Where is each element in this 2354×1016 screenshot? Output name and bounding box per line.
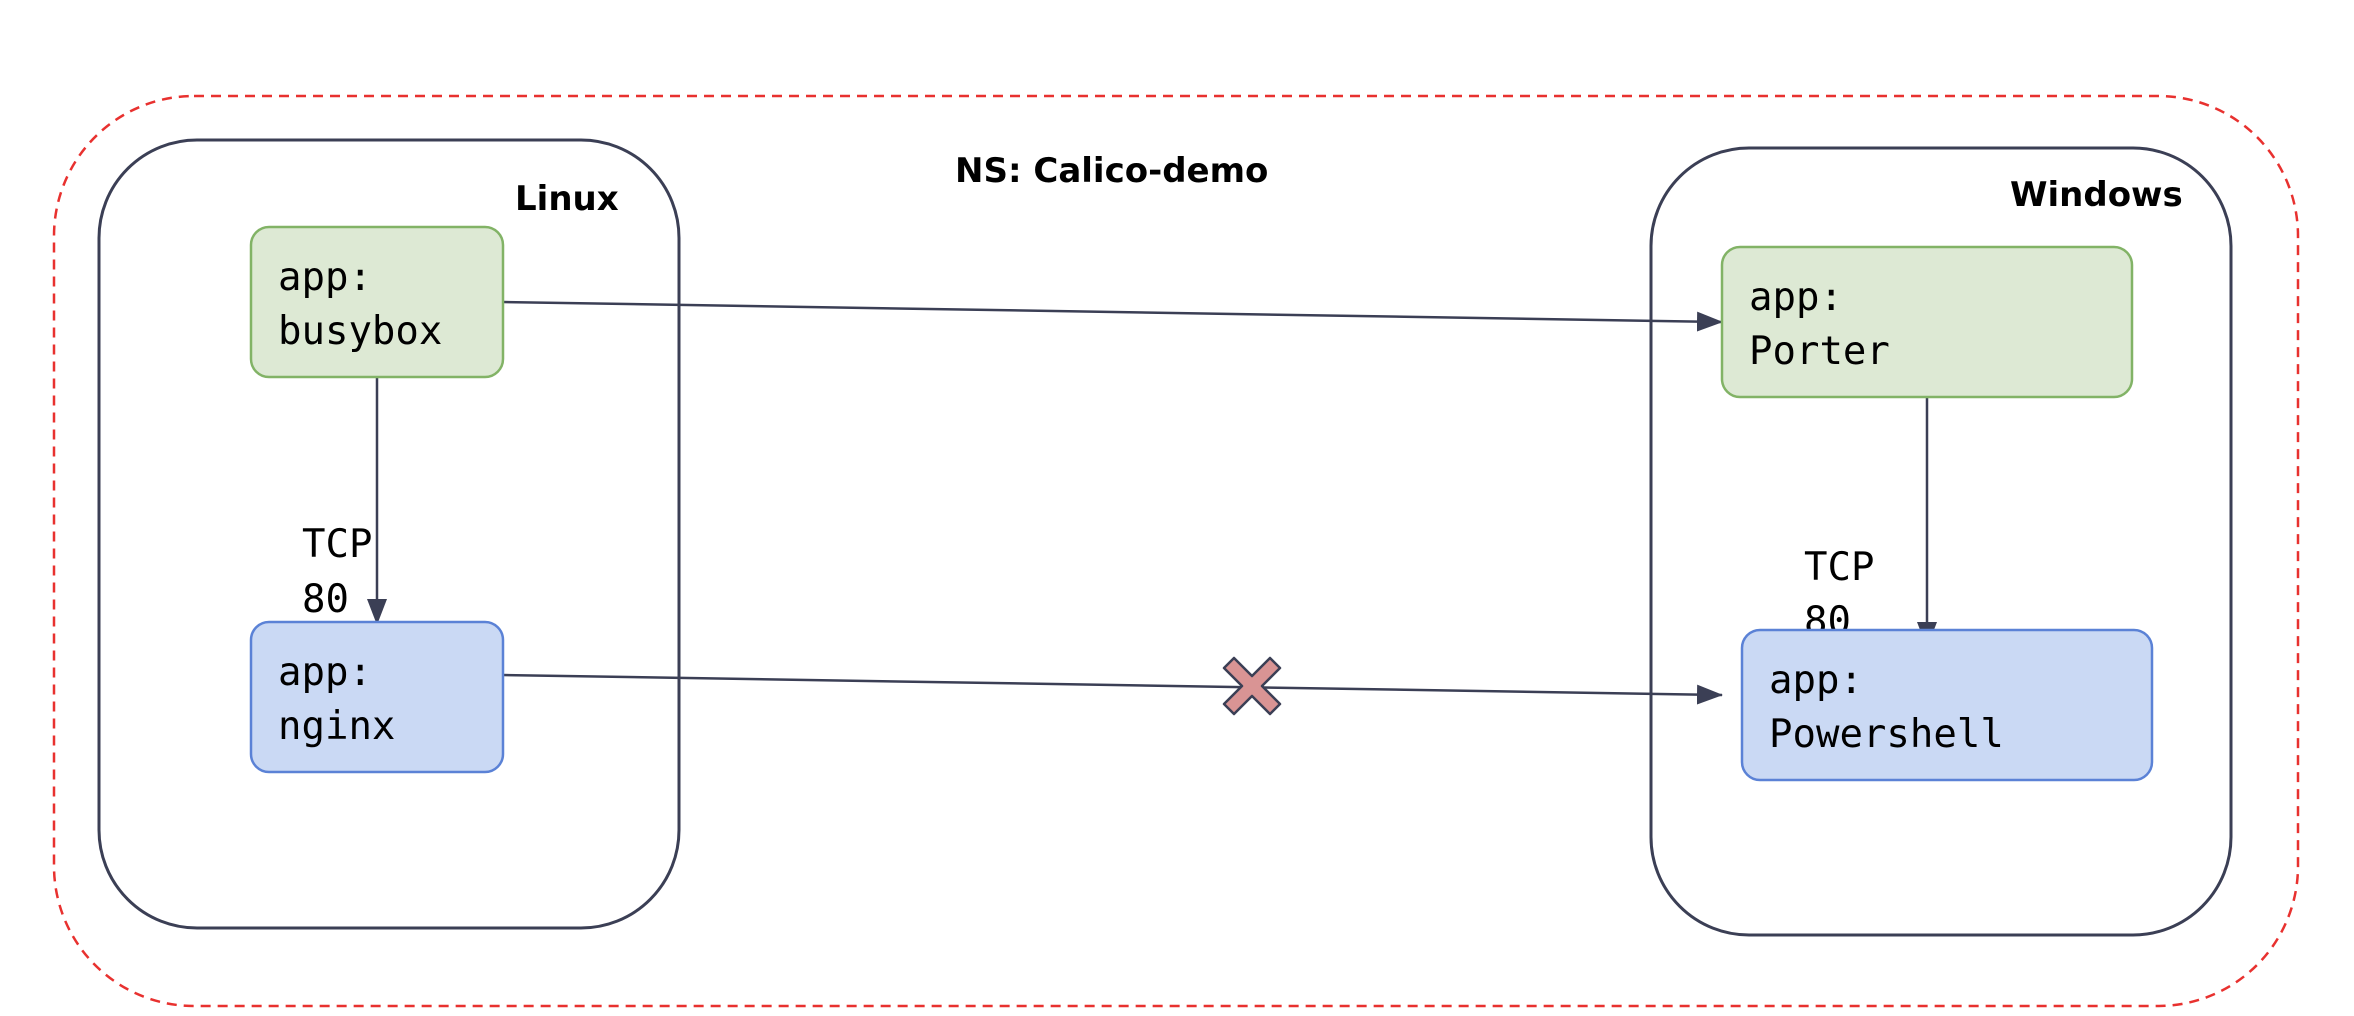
edge-busybox-to-porter bbox=[502, 300, 1723, 332]
node-powershell-key: app: bbox=[1769, 658, 1863, 703]
node-porter bbox=[1720, 245, 2134, 399]
node-powershell bbox=[1740, 628, 2154, 782]
namespace-label: NS: Calico-demo bbox=[955, 151, 1268, 191]
cluster-windows-label: Windows bbox=[2010, 175, 2183, 215]
node-busybox-key: app: bbox=[278, 255, 372, 300]
node-porter-key: app: bbox=[1749, 275, 1843, 320]
x-mark-icon bbox=[1222, 656, 1282, 716]
node-nginx-key: app: bbox=[278, 650, 372, 695]
node-busybox bbox=[249, 225, 505, 379]
cluster-linux-label: Linux bbox=[515, 179, 619, 219]
node-nginx bbox=[249, 620, 505, 774]
node-nginx-value: nginx bbox=[278, 704, 395, 749]
cluster-windows bbox=[1649, 146, 2233, 937]
edge-label-busybox-to-nginx: TCP bbox=[302, 522, 372, 567]
node-powershell-value: Powershell bbox=[1769, 712, 2004, 757]
edge-label-busybox-to-nginx-port: 80 bbox=[302, 577, 349, 622]
node-busybox-value: busybox bbox=[278, 309, 442, 354]
node-porter-value: Porter bbox=[1749, 329, 1890, 374]
namespace-boundary bbox=[52, 94, 2300, 1008]
edge-nginx-to-powershell bbox=[502, 673, 1723, 705]
edge-label-porter-to-powershell: TCP bbox=[1804, 545, 1874, 590]
cluster-linux bbox=[97, 138, 681, 930]
